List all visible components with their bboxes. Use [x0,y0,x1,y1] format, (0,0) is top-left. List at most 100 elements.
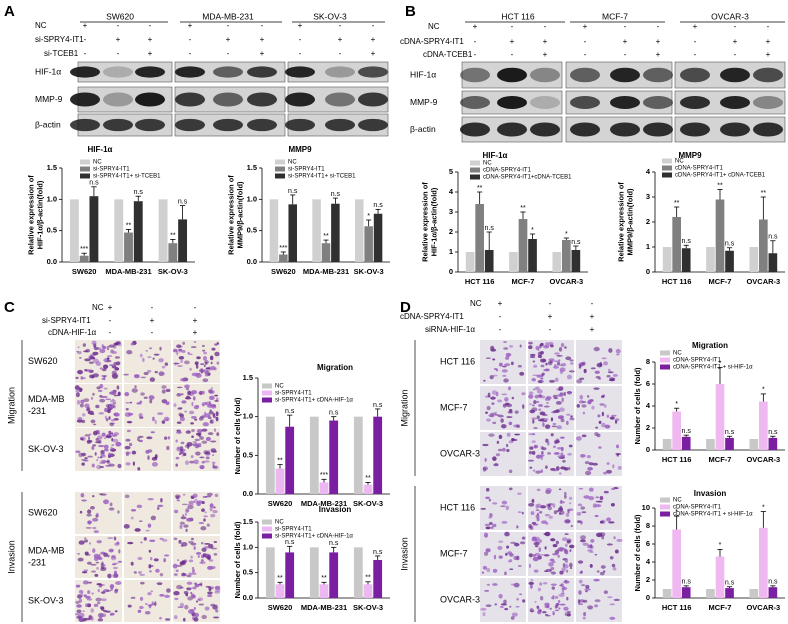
cell-stain [117,391,121,397]
cell-stain [503,378,509,383]
cell-stain [511,396,515,400]
cell-stain [538,404,543,407]
cell-stain [93,603,99,608]
cell-stain [558,456,565,459]
cell-stain [154,601,157,607]
legend-label: si-SPRY4-IT1 [93,167,130,173]
legend-label: cDNA-SPRY4-IT1+cDNA-TCEB1 [483,175,572,181]
blot-band [358,92,388,107]
cell-stain [150,515,157,521]
blot-band [643,96,673,109]
cell-stain [533,400,537,405]
blot-band [70,92,100,107]
sign: + [510,37,515,46]
sign: + [693,22,698,31]
cell-stain [493,463,499,467]
cell-stain [211,405,217,409]
significance-label: * [719,360,722,367]
y-axis-label: MMP9/β-actin(fold) [235,181,244,249]
cell-stain [560,342,565,348]
cell-stain [501,520,508,524]
cell-stain [603,490,609,494]
cell-stain [93,530,99,533]
cell-stain [495,453,501,457]
blot-band [720,96,750,109]
cell-stain [176,565,183,567]
cell-stain [606,374,611,378]
cell-stain [115,361,121,366]
cell-stain [88,542,92,545]
cell-stain [568,392,571,395]
cell-stain [130,516,134,520]
cell-stain [201,428,208,432]
cell-stain [484,535,488,538]
cell-stain [107,430,110,434]
cell-stain [193,617,199,622]
cell-stain [510,583,515,586]
cell-stain [563,606,569,611]
sign: - [767,22,770,31]
cell-stain [566,374,572,380]
cell-stain [185,508,190,513]
bar [79,255,89,262]
cell-stain [112,438,119,443]
cell-stain [110,432,114,435]
cell-stain [536,605,540,609]
cell-stain [210,603,216,607]
cell-stain [177,559,180,561]
cell-stain [89,374,95,379]
cell-stain [194,583,200,588]
cell-stain [76,350,79,353]
treatment-label: NC [428,22,440,31]
cell-stain [137,467,141,471]
cell-stain [214,493,219,498]
cell-stain [608,379,615,382]
cell-stain [605,469,613,474]
cell-stain [114,356,120,359]
chart-title: Invasion [694,489,727,498]
cell-stain [149,556,153,561]
cell-stain [99,398,106,403]
cell-stain [590,367,596,370]
cell-stain [131,450,137,455]
cell-stain [212,616,220,619]
bar [768,253,778,272]
cell-stain [534,386,540,391]
cell-stain [207,565,214,570]
cell-stain [508,386,511,391]
cell-stain [205,436,211,442]
significance-label: n.s [285,408,295,415]
significance-label: n.s [331,191,341,198]
significance-label: * [367,213,370,220]
cell-stain [176,584,183,590]
cell-stain [505,552,508,556]
cell-stain [78,540,85,545]
chart-title: HIF-1α [483,151,508,160]
y-tick-label: 0.5 [47,226,57,235]
cell-stain [204,372,209,377]
cell-stain [593,346,600,352]
cell-stain [480,607,487,611]
bar [725,437,734,450]
bar [275,468,285,494]
bar [275,584,285,598]
sign: - [339,21,342,30]
cell-stain [77,369,84,375]
sign: + [371,35,376,44]
sign: - [151,303,154,312]
cell-stain [492,374,498,377]
cell-stain [91,570,96,573]
cell-stain [553,445,556,449]
blot-band [570,122,600,137]
cell-stain [498,555,503,559]
significance-label: n.s [288,188,298,195]
cell-stain [504,608,509,611]
cell-stain [484,523,491,527]
cell-stain [535,470,541,474]
legend-swatch [662,165,672,171]
cell-stain [547,506,552,511]
cell-stain [581,511,587,514]
blot-band [325,92,355,107]
legend-swatch [262,397,272,403]
sign: + [116,35,121,44]
